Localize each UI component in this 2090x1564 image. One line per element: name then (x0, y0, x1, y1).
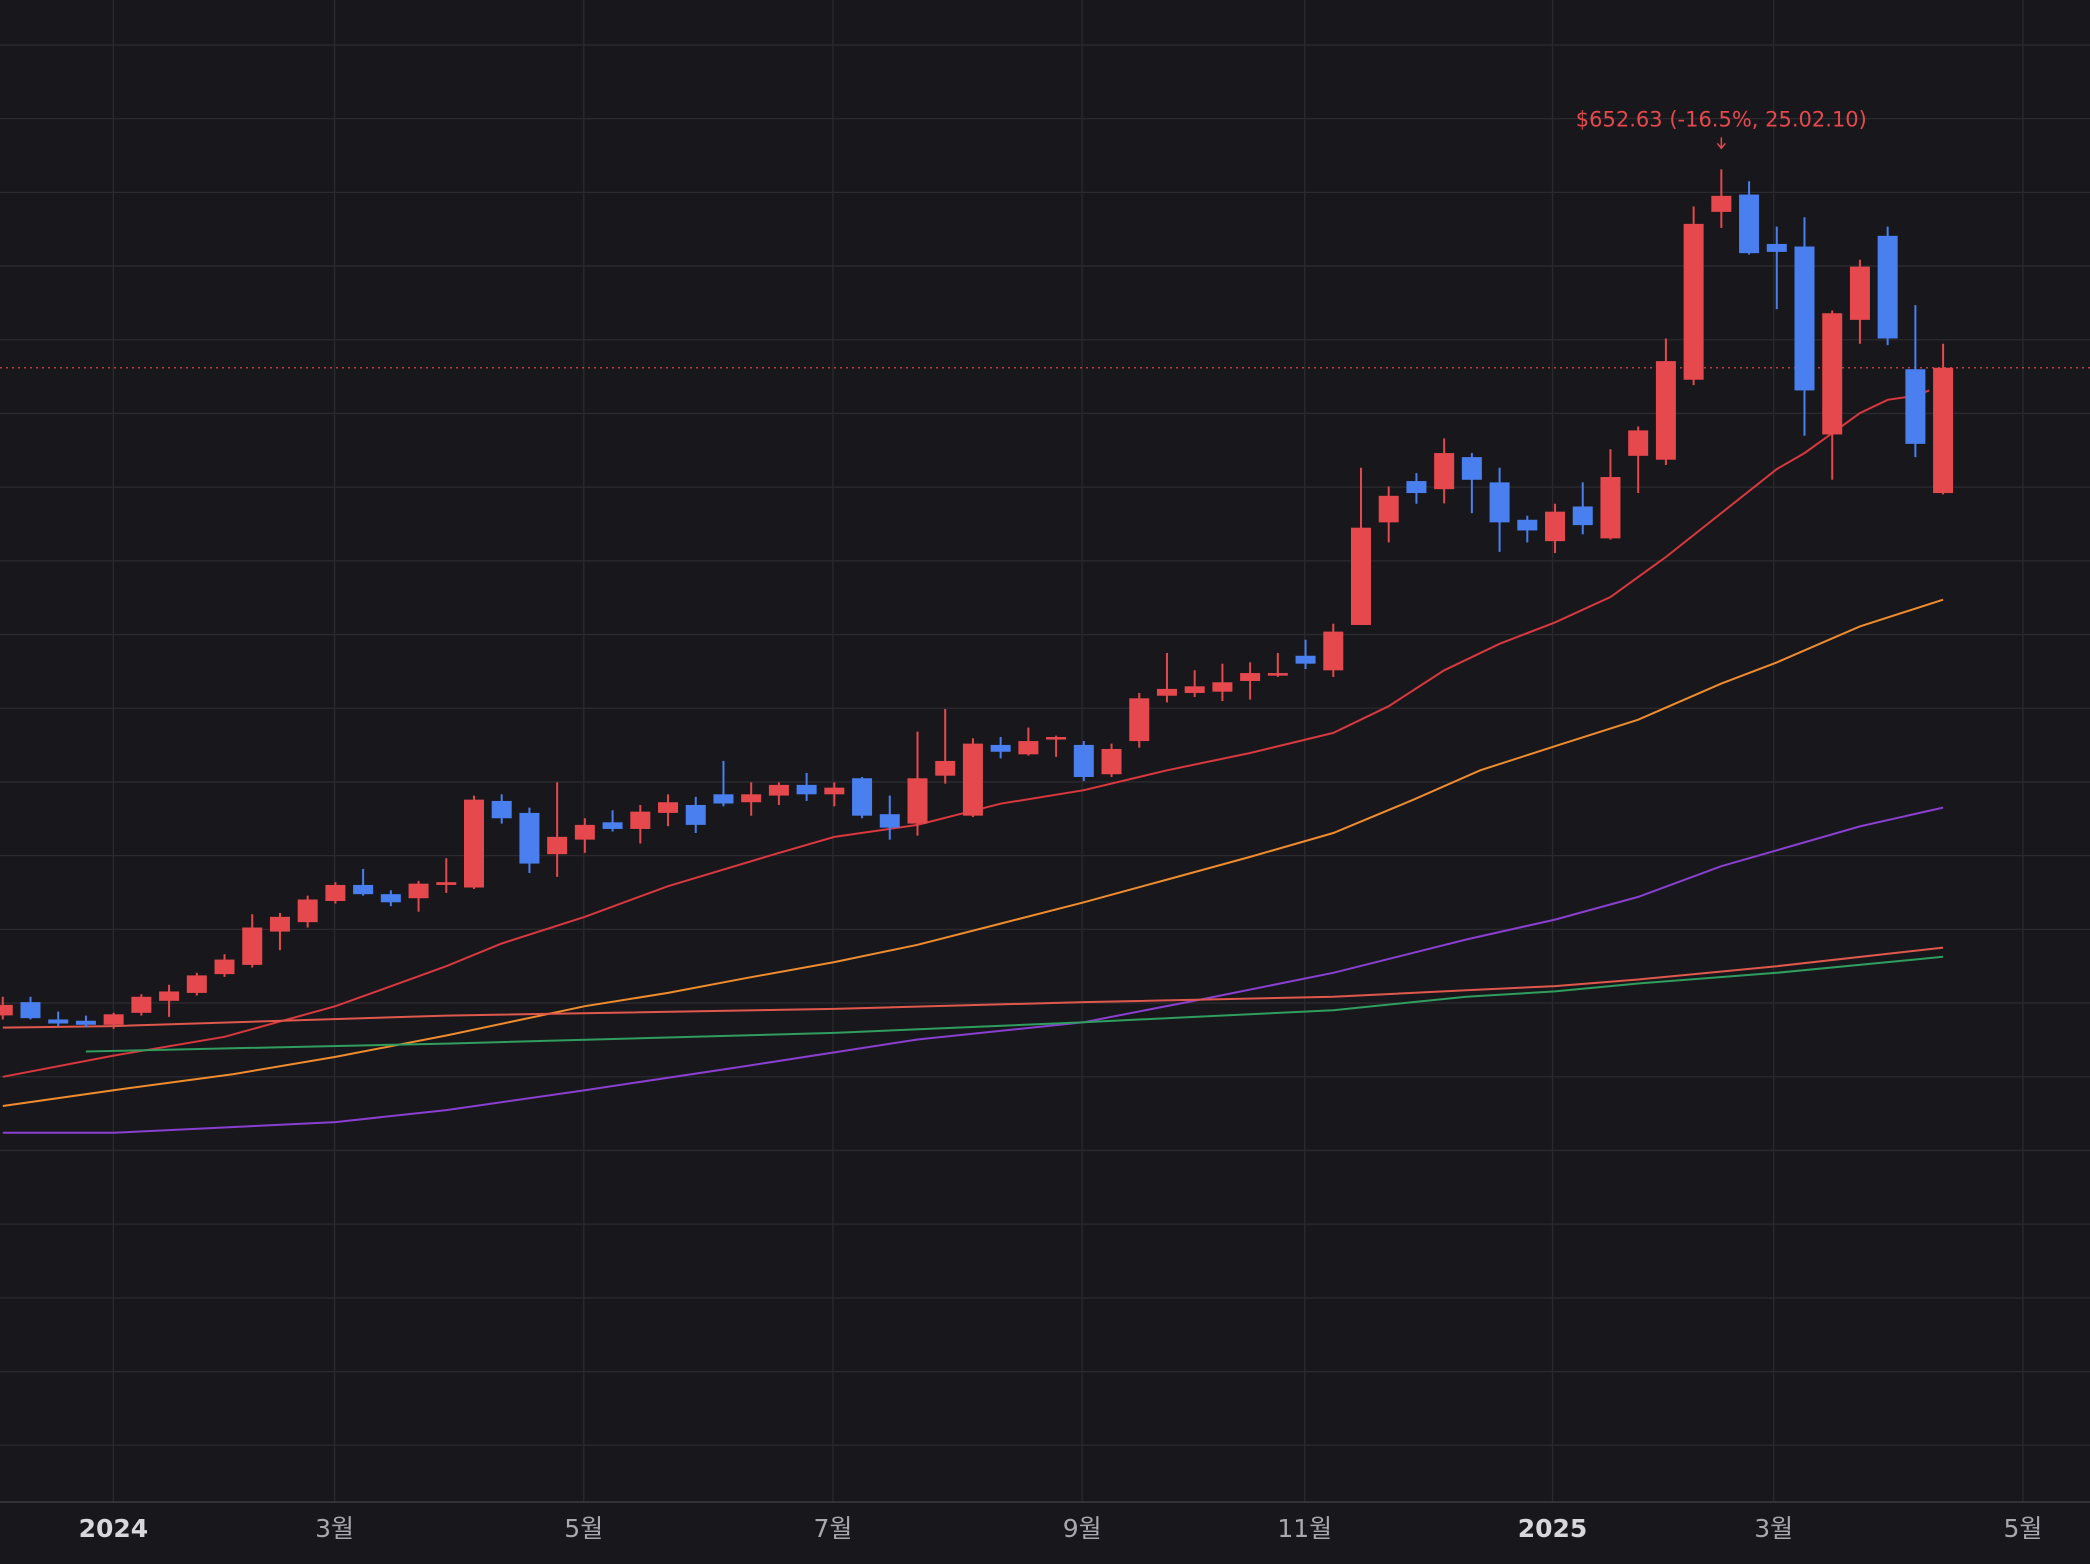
candle-body (879, 814, 900, 828)
candle-body (935, 760, 956, 776)
candle-body (1461, 457, 1482, 480)
candle-body (630, 811, 651, 829)
candle-body (491, 800, 512, 819)
candle-body (547, 836, 568, 855)
candle-body (519, 812, 540, 864)
candle-body (1101, 748, 1122, 775)
candle-body (1184, 686, 1205, 693)
candle-body (1655, 361, 1676, 460)
x-tick-label: 3월 (315, 1514, 354, 1543)
candle-body (1212, 682, 1233, 692)
candle-body (1766, 243, 1787, 252)
annotation-arrow (1716, 137, 1726, 150)
x-tick-label: 5월 (564, 1514, 603, 1543)
candle-body (1600, 477, 1621, 539)
candle-body (1572, 506, 1593, 526)
candle-body (768, 784, 789, 796)
candle-body (1267, 673, 1288, 676)
candle-body (1933, 367, 1954, 494)
candle-body (353, 884, 374, 895)
candle-body (1822, 313, 1843, 435)
candle-body (214, 959, 235, 975)
candle-body (1046, 736, 1067, 740)
candle-body (1129, 698, 1150, 742)
candle-body (1240, 673, 1261, 681)
x-tick-label: 5월 (2003, 1514, 2042, 1543)
candle-body (1545, 511, 1566, 542)
candle-body (796, 784, 817, 795)
x-tick-label: 7월 (813, 1514, 852, 1543)
candle-body (1489, 482, 1510, 523)
candle-body (713, 794, 734, 804)
candle-body (75, 1020, 96, 1025)
moving-average-line (2, 389, 1930, 1078)
x-tick-label: 2025 (1518, 1514, 1588, 1543)
candle-body (990, 744, 1011, 752)
candle-body (852, 778, 873, 816)
candle-body (186, 975, 207, 993)
x-tick-label: 9월 (1063, 1514, 1102, 1543)
candle-body (325, 884, 346, 901)
moving-average-line (2, 946, 1944, 1029)
candle-body (0, 1004, 13, 1016)
candle-body (574, 824, 595, 840)
candle-body (741, 794, 762, 803)
candle-body (1628, 430, 1649, 456)
candle-body (269, 916, 290, 932)
candle-body (1073, 744, 1094, 777)
candle-body (1905, 369, 1926, 444)
x-tick-label: 11월 (1277, 1514, 1332, 1543)
candle-body (159, 991, 180, 1001)
candle-body (380, 894, 401, 903)
candle-body (1877, 235, 1898, 339)
candle-body (1849, 266, 1870, 320)
candle-body (1434, 453, 1455, 490)
candle-body (20, 1002, 41, 1019)
candle-body (1018, 741, 1039, 755)
candle-body (1517, 519, 1538, 531)
candle-body (685, 804, 706, 825)
candle-body (242, 927, 263, 965)
candle-body (824, 787, 845, 795)
candle-body (48, 1019, 69, 1024)
candle-body (103, 1014, 124, 1025)
candle-body (1350, 527, 1371, 625)
candle-body (131, 996, 152, 1013)
candle-body (408, 883, 429, 899)
candle-body (297, 899, 318, 923)
candle-body (658, 802, 679, 813)
candle-body (463, 799, 484, 888)
candle-body (962, 743, 983, 816)
candle-body (1794, 246, 1815, 391)
x-tick-label: 3월 (1754, 1514, 1793, 1543)
high-annotation: $652.63 (-16.5%, 25.02.10) (1576, 107, 1867, 131)
candle-body (1295, 655, 1316, 664)
candle-body (1406, 481, 1427, 494)
candle-body (1711, 195, 1732, 212)
candle-body (1156, 688, 1177, 696)
moving-average-line (2, 598, 1944, 1107)
moving-average-line (85, 955, 1944, 1053)
candle-body (436, 882, 457, 885)
candle-body (907, 778, 928, 824)
candle-body (1378, 495, 1399, 523)
candle-body (1683, 223, 1704, 380)
candle-body (602, 822, 623, 829)
x-tick-label: 2024 (79, 1514, 149, 1543)
candle-body (1739, 194, 1760, 254)
candle-body (1323, 631, 1344, 671)
